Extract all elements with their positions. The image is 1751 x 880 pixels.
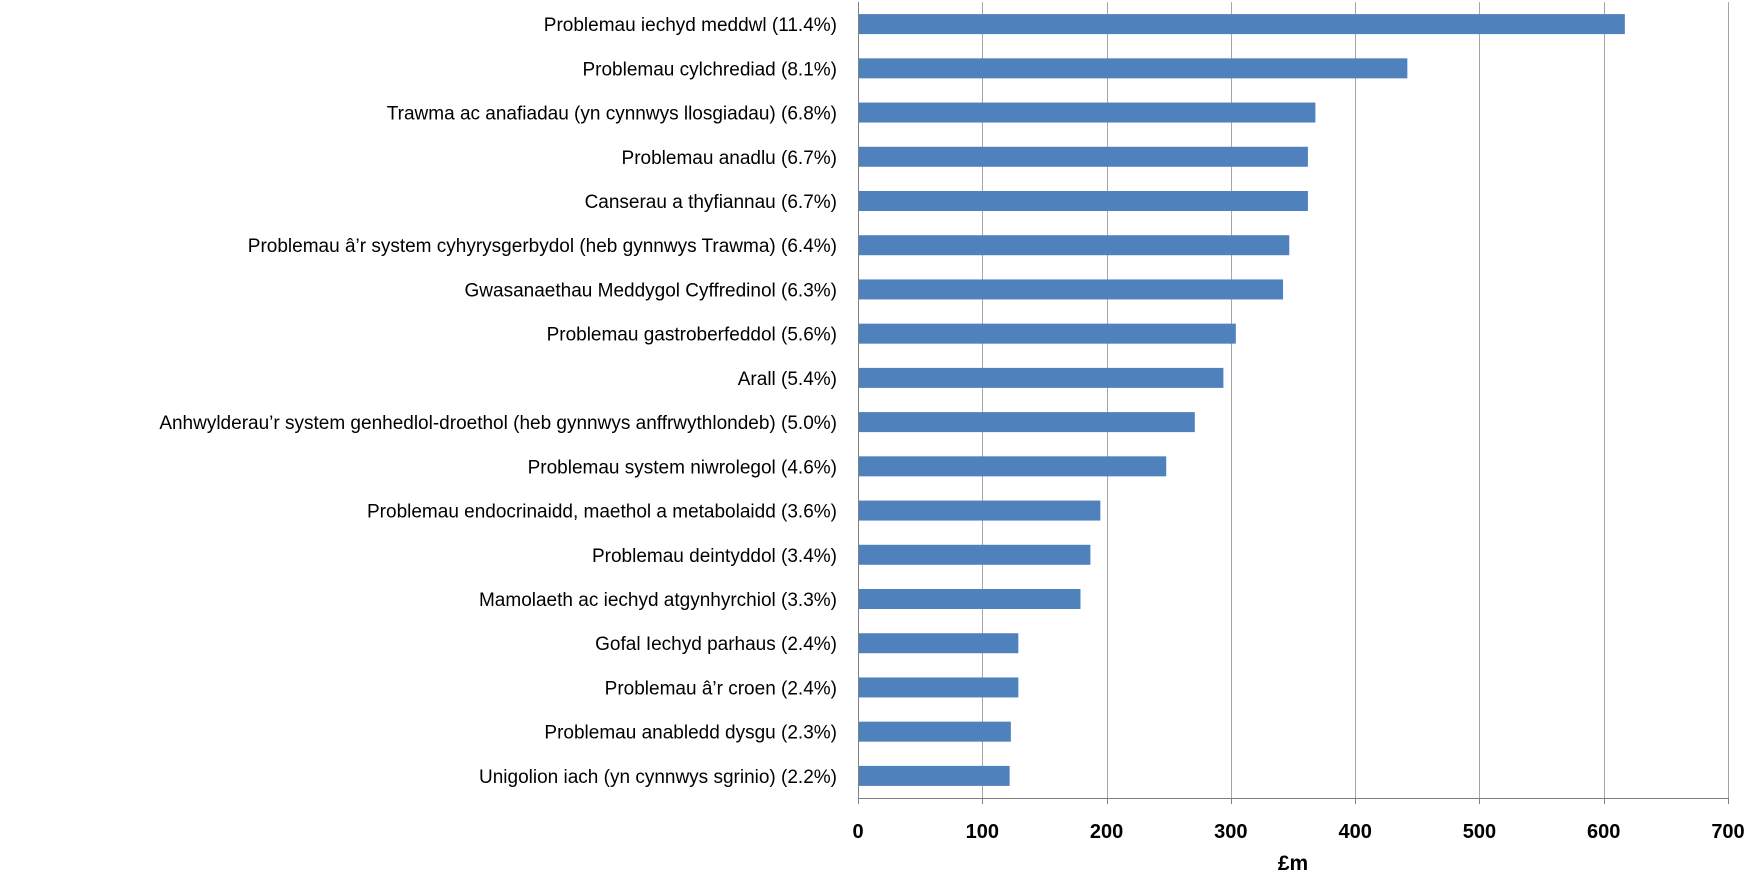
bar: [858, 589, 1081, 609]
bar: [858, 765, 1010, 786]
category-label: Anhwylderau’r system genhedlol-droethol …: [159, 413, 837, 434]
category-label: Problemau iechyd meddwl (11.4%): [544, 15, 837, 36]
x-tick-label: 300: [1214, 821, 1247, 843]
category-label: Problemau system niwrolegol (4.6%): [528, 457, 837, 478]
bar: [858, 146, 1308, 167]
bar: [858, 677, 1019, 698]
category-label: Problemau anabledd dysgu (2.3%): [544, 723, 837, 744]
bar: [858, 367, 1224, 388]
bar: [858, 102, 1316, 123]
bars: [858, 14, 1625, 786]
category-label: Problemau â’r system cyhyrysgerbydol (he…: [248, 236, 837, 257]
x-tick-label: 700: [1711, 821, 1744, 843]
x-tick-label: 200: [1090, 821, 1123, 843]
category-label: Mamolaeth ac iechyd atgynhyrchiol (3.3%): [479, 590, 837, 611]
x-tick-labels: 0 100 200 300 400 500 600 700: [852, 821, 1744, 843]
bar: [858, 58, 1408, 79]
bar: [858, 14, 1625, 35]
x-axis-title: £m: [1278, 852, 1308, 875]
bar: [858, 412, 1195, 433]
bar: [858, 544, 1091, 565]
bar: [858, 323, 1236, 344]
axes: [858, 2, 1729, 804]
category-label: Trawma ac anafiadau (yn cynnwys llosgiad…: [387, 104, 837, 125]
category-label: Problemau endocrinaidd, maethol a metabo…: [367, 502, 837, 523]
category-label: Canserau a thyfiannau (6.7%): [585, 192, 837, 213]
category-label: Gwasanaethau Meddygol Cyffredinol (6.3%): [465, 280, 837, 301]
bar: [858, 633, 1019, 654]
bar: [858, 235, 1290, 256]
x-tick-label: 500: [1463, 821, 1496, 843]
x-tick-label: 600: [1587, 821, 1620, 843]
x-tick-label: 0: [852, 821, 863, 843]
category-label: Arall (5.4%): [738, 369, 837, 390]
x-tick-label: 400: [1338, 821, 1371, 843]
bar: [858, 191, 1308, 211]
category-label: Unigolion iach (yn cynnwys sgrinio) (2.2…: [479, 767, 837, 788]
bar: [858, 721, 1011, 742]
category-label: Problemau deintyddol (3.4%): [592, 546, 837, 567]
category-labels: Problemau iechyd meddwl (11.4%) Problemau…: [159, 15, 837, 788]
category-label: Problemau gastroberfeddol (5.6%): [547, 325, 837, 346]
category-label: Gofal Iechyd parhaus (2.4%): [595, 634, 837, 655]
bar: [858, 500, 1101, 521]
category-label: Problemau â’r croen (2.4%): [605, 678, 837, 699]
bar: [858, 456, 1167, 477]
gridlines: [982, 2, 1729, 798]
category-label: Problemau anadlu (6.7%): [622, 148, 837, 169]
x-tick-label: 100: [966, 821, 999, 843]
category-label: Problemau cylchrediad (8.1%): [582, 59, 837, 80]
bar: [858, 279, 1284, 300]
